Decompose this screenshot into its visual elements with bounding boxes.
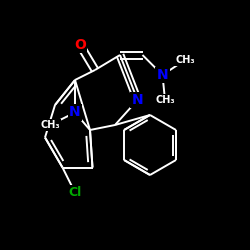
Text: CH₃: CH₃	[175, 55, 195, 65]
Text: CH₃: CH₃	[40, 120, 60, 130]
Text: CH₃: CH₃	[155, 95, 175, 105]
Text: N: N	[132, 93, 143, 107]
Text: N: N	[157, 68, 168, 82]
Text: O: O	[74, 38, 86, 52]
Text: N: N	[69, 106, 81, 120]
Text: Cl: Cl	[68, 186, 82, 199]
